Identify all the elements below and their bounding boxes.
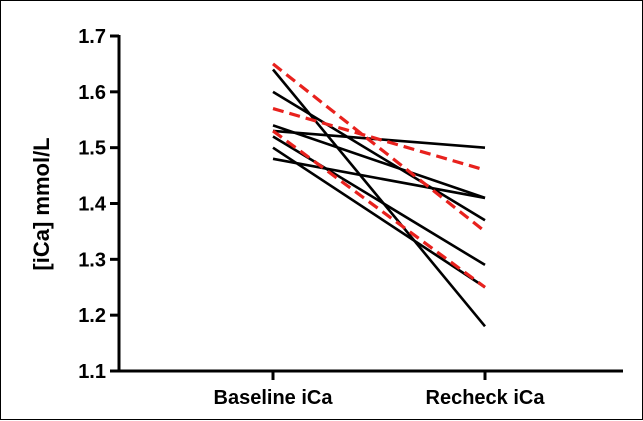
y-tick-label: 1.1 xyxy=(78,361,106,383)
y-tick-label: 1.7 xyxy=(78,26,106,48)
solid-series-line xyxy=(272,90,486,222)
series-lines xyxy=(271,62,487,328)
solid-series-line xyxy=(272,157,486,200)
y-tick-label: 1.5 xyxy=(78,138,106,160)
x-tick-label: Recheck iCa xyxy=(426,387,546,409)
solid-series-line xyxy=(272,146,486,289)
solid-series-line xyxy=(271,68,487,328)
dashed-series-line xyxy=(272,129,486,289)
dashed-series-line xyxy=(272,107,486,172)
y-tick-label: 1.6 xyxy=(78,82,106,104)
y-axis: 1.1 1.2 1.3 1.4 1.5 1.6 1.7 xyxy=(78,26,121,383)
y-tick-label: 1.3 xyxy=(78,249,106,271)
solid-series-line xyxy=(272,124,486,200)
y-tick-label: 1.4 xyxy=(78,194,107,216)
y-axis-title: [iCa] mmol/L xyxy=(29,137,54,270)
x-axis: Baseline iCa Recheck iCa xyxy=(117,369,623,409)
y-tick-label: 1.2 xyxy=(78,305,106,327)
dashed-series-line xyxy=(272,62,486,233)
x-tick-label: Baseline iCa xyxy=(214,387,334,409)
